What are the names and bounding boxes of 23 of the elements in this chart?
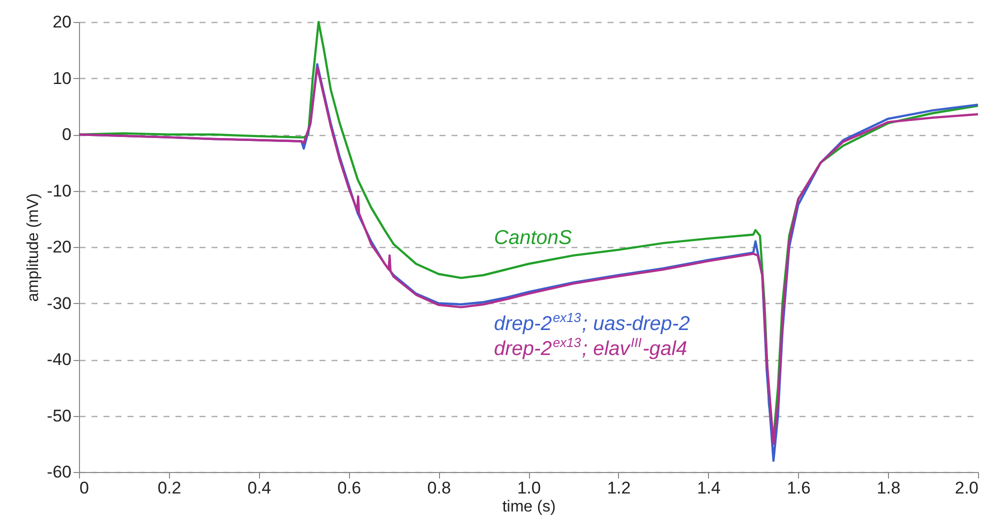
y-axis-title: amplitude (mV)	[24, 193, 42, 302]
x-tick-label: 0.8	[427, 478, 451, 498]
x-tick-label: 1.4	[696, 478, 721, 498]
x-axis-title: time (s)	[502, 498, 556, 516]
y-tick-label: -30	[46, 294, 72, 313]
x-tick-label: 0.6	[337, 478, 362, 498]
x-tick-label: 0	[80, 478, 89, 498]
x-tick-label: 0.2	[158, 478, 182, 498]
y-tick-label: -50	[46, 406, 72, 426]
y-tick-label: -20	[46, 238, 72, 256]
y-tick-label: 10	[52, 68, 72, 88]
x-tick-label: 1.0	[517, 478, 541, 498]
x-tick-label: 0.4	[247, 478, 272, 498]
x-tick-label: 1.8	[876, 478, 900, 498]
y-tick-label: -10	[46, 181, 72, 200]
y-tick-label: 20	[52, 12, 72, 32]
x-tick-label: 1.2	[607, 478, 631, 498]
series-label: CantonS	[494, 227, 572, 249]
y-tick-label: -40	[46, 350, 72, 369]
y-tick-label: 0	[62, 125, 72, 144]
x-tick-label: 1.6	[786, 478, 811, 498]
y-tick-label: -60	[46, 462, 72, 482]
x-tick-label: 2.0	[954, 478, 978, 498]
